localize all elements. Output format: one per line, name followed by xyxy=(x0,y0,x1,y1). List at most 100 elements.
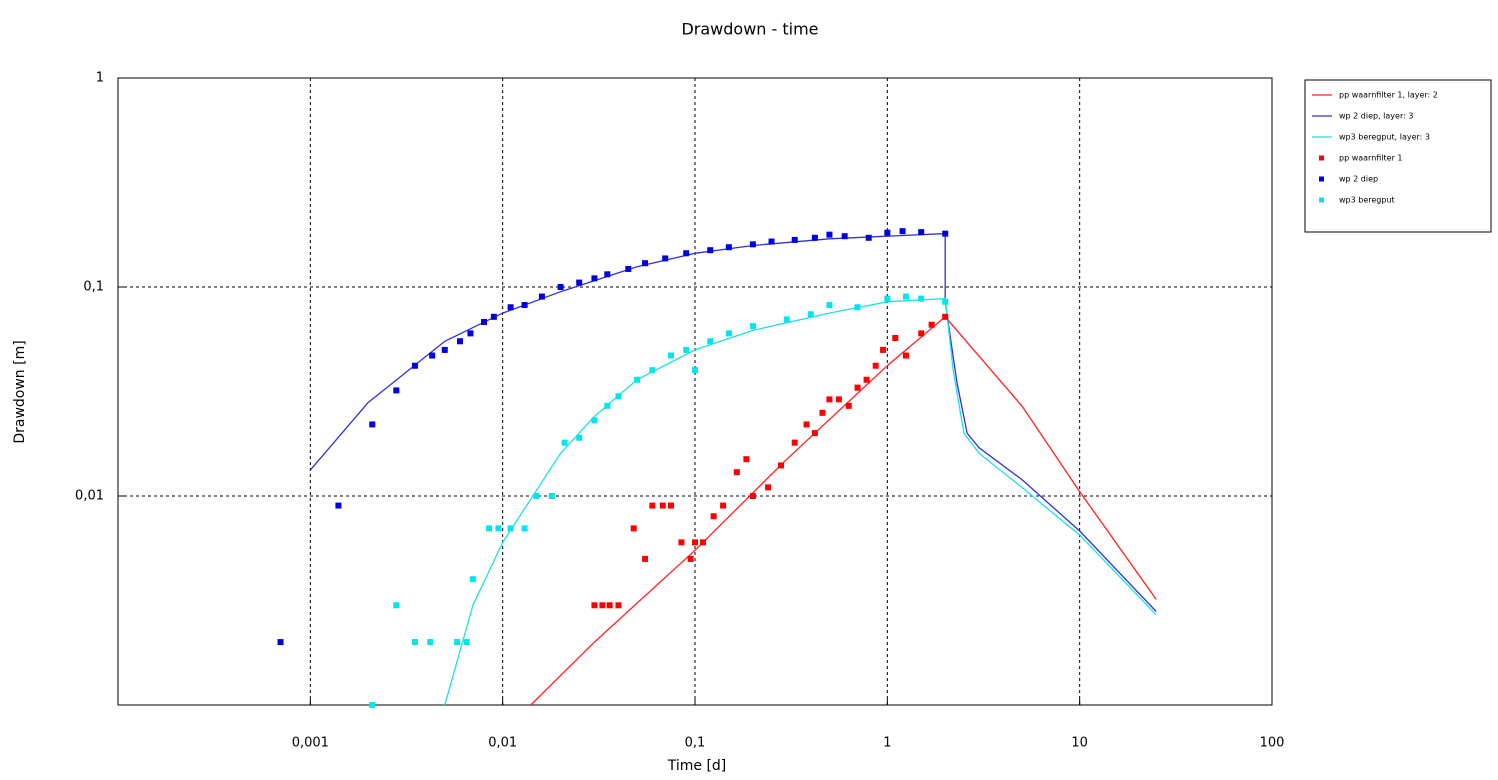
data-point xyxy=(902,293,909,300)
data-point xyxy=(725,244,732,251)
legend-label: pp waarnfilter 1 xyxy=(1339,154,1403,163)
x-tick-label: 100 xyxy=(1260,736,1285,751)
y-axis-label: Drawdown [m] xyxy=(12,340,28,443)
data-point xyxy=(490,313,497,320)
data-point xyxy=(743,456,750,463)
data-point xyxy=(649,367,656,374)
data-point xyxy=(667,352,674,359)
data-point xyxy=(707,338,714,345)
data-point xyxy=(733,469,740,476)
series-line xyxy=(309,232,1157,612)
data-point xyxy=(604,271,611,278)
x-tick-label: 0,01 xyxy=(488,736,517,751)
x-tick-label: 10 xyxy=(1071,736,1088,751)
data-point xyxy=(642,260,649,267)
legend-box xyxy=(1304,79,1492,233)
data-point xyxy=(599,602,606,609)
data-point xyxy=(393,387,400,394)
data-point xyxy=(606,602,613,609)
data-point xyxy=(277,639,284,646)
data-point xyxy=(803,421,810,428)
data-point xyxy=(749,241,756,248)
data-point xyxy=(826,231,833,238)
data-point xyxy=(687,555,694,562)
data-point xyxy=(749,323,756,330)
y-tick-label: 1 xyxy=(96,71,104,86)
data-point xyxy=(615,602,622,609)
legend-swatch xyxy=(1319,176,1324,182)
data-point xyxy=(642,555,649,562)
data-point xyxy=(749,493,756,499)
data-point xyxy=(469,576,476,583)
data-point xyxy=(942,230,949,237)
data-point xyxy=(481,319,488,326)
data-point xyxy=(456,338,463,345)
data-point xyxy=(495,525,502,532)
data-point xyxy=(811,234,818,241)
data-point xyxy=(819,409,826,416)
data-point xyxy=(533,493,540,499)
data-point xyxy=(369,421,376,428)
data-point xyxy=(710,513,717,520)
data-point xyxy=(692,539,698,546)
data-point xyxy=(918,295,925,302)
x-tick-label: 0,1 xyxy=(685,736,706,751)
legend-swatch xyxy=(1319,197,1324,203)
data-point xyxy=(486,525,493,532)
legend-label: wp3 beregput xyxy=(1339,196,1395,205)
data-point xyxy=(659,502,666,509)
data-point xyxy=(826,396,833,403)
data-point xyxy=(411,362,418,369)
x-tick-label: 0,001 xyxy=(292,736,329,751)
data-point xyxy=(807,311,814,318)
legend-label: wp 2 diep xyxy=(1339,175,1378,184)
data-point xyxy=(576,279,583,286)
x-tick-label: 1 xyxy=(883,736,891,751)
data-point xyxy=(576,434,583,441)
data-point xyxy=(899,228,906,235)
data-point xyxy=(778,462,785,469)
data-point xyxy=(884,229,891,236)
data-point xyxy=(548,493,555,499)
data-point xyxy=(678,539,685,546)
legend-label: wp3 beregput, layer: 3 xyxy=(1339,133,1430,142)
legend-swatch xyxy=(1319,155,1324,161)
plot-frame xyxy=(117,77,1273,706)
data-point xyxy=(699,539,706,546)
data-point xyxy=(591,602,598,609)
data-point xyxy=(427,639,434,646)
chart-title: Drawdown - time xyxy=(681,20,818,39)
data-point xyxy=(826,302,833,309)
data-point xyxy=(880,346,887,353)
data-point xyxy=(845,402,852,409)
data-point xyxy=(557,284,564,290)
data-point xyxy=(835,396,842,403)
data-point xyxy=(441,346,448,353)
data-point xyxy=(411,639,418,646)
data-point xyxy=(863,376,870,383)
legend-label: pp waarnfilter 1, layer: 2 xyxy=(1339,91,1438,100)
data-point xyxy=(725,330,732,337)
data-point xyxy=(918,330,925,337)
legend-label: wp 2 diep, layer: 3 xyxy=(1339,112,1413,121)
data-point xyxy=(463,639,470,646)
data-point xyxy=(841,233,848,240)
data-point xyxy=(791,439,798,446)
data-point xyxy=(765,484,772,491)
data-point xyxy=(942,298,949,305)
data-point xyxy=(521,302,528,309)
data-point xyxy=(467,330,474,337)
data-point xyxy=(538,293,545,300)
data-point xyxy=(892,335,899,342)
data-point xyxy=(393,602,400,609)
data-point xyxy=(454,639,461,646)
data-point xyxy=(662,255,669,262)
data-point xyxy=(783,316,790,323)
data-point xyxy=(634,376,641,383)
series-line xyxy=(444,297,1157,705)
data-point xyxy=(942,313,949,320)
data-point xyxy=(918,229,925,236)
data-point xyxy=(902,352,909,359)
